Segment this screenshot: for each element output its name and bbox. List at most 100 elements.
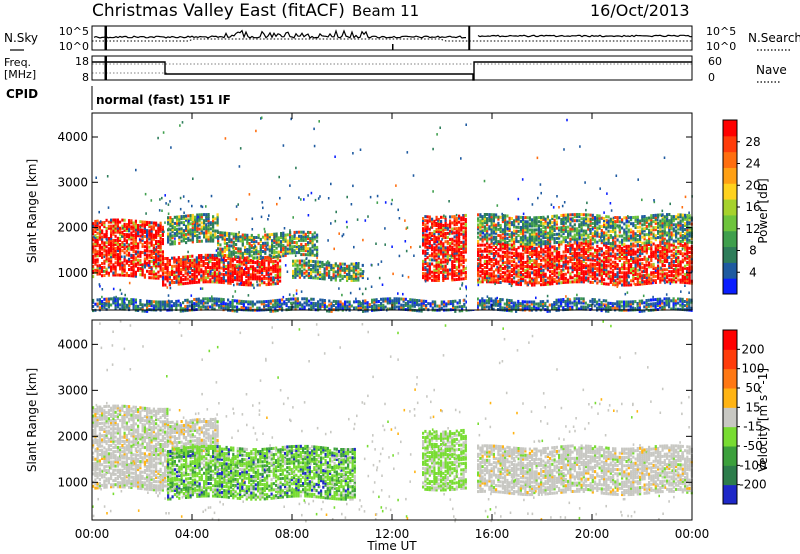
data-cell bbox=[681, 254, 684, 258]
data-cell bbox=[551, 227, 554, 231]
data-cell bbox=[311, 251, 314, 255]
data-cell bbox=[578, 266, 581, 269]
data-cell bbox=[562, 221, 565, 225]
data-cell bbox=[585, 262, 588, 266]
data-cell bbox=[591, 238, 594, 242]
data-cell bbox=[176, 219, 179, 223]
data-cell bbox=[286, 239, 289, 243]
data-cell bbox=[684, 242, 687, 246]
data-cell bbox=[652, 271, 655, 275]
data-cell bbox=[177, 272, 180, 276]
data-cell bbox=[177, 276, 180, 280]
data-cell bbox=[558, 257, 561, 260]
data-cell bbox=[657, 266, 660, 270]
data-cell bbox=[483, 215, 486, 219]
data-cell bbox=[298, 259, 301, 263]
data-cell bbox=[198, 262, 201, 266]
data-cell bbox=[576, 219, 579, 223]
data-cell bbox=[551, 278, 554, 282]
data-cell bbox=[609, 246, 612, 250]
data-cell bbox=[437, 240, 440, 244]
data-cell bbox=[492, 223, 495, 227]
data-cell bbox=[341, 276, 344, 280]
data-cell bbox=[573, 227, 576, 231]
data-cell bbox=[639, 262, 642, 266]
data-cell bbox=[513, 223, 516, 227]
data-cell bbox=[657, 250, 660, 254]
data-cell bbox=[132, 241, 135, 245]
data-cell bbox=[123, 267, 126, 271]
data-cell bbox=[636, 280, 639, 284]
data-cell bbox=[477, 252, 480, 255]
data-cell bbox=[94, 230, 97, 233]
data-cell bbox=[598, 247, 601, 251]
data-cell bbox=[180, 239, 183, 243]
data-cell bbox=[576, 272, 579, 276]
data-cell bbox=[477, 274, 480, 278]
data-cell bbox=[107, 273, 110, 277]
data-cell bbox=[116, 245, 119, 248]
data-cell bbox=[134, 223, 137, 227]
data-cell bbox=[639, 276, 642, 280]
data-cell bbox=[184, 261, 187, 265]
data-cell bbox=[643, 280, 646, 284]
data-cell bbox=[284, 247, 287, 251]
data-cell bbox=[528, 277, 531, 281]
data-cell bbox=[307, 261, 310, 265]
data-cell bbox=[569, 258, 572, 262]
data-cell bbox=[677, 225, 680, 229]
data-cell bbox=[623, 255, 626, 258]
data-cell bbox=[677, 264, 680, 268]
data-cell bbox=[212, 221, 215, 225]
data-cell bbox=[605, 258, 608, 261]
data-cell bbox=[123, 239, 126, 243]
data-cell bbox=[189, 222, 192, 226]
data-cell bbox=[607, 276, 610, 280]
data-cell bbox=[451, 249, 454, 253]
data-cell bbox=[162, 271, 165, 275]
data-cell bbox=[497, 242, 500, 246]
data-cell bbox=[686, 281, 689, 285]
data-cell bbox=[479, 233, 482, 237]
data-cell bbox=[422, 229, 425, 233]
data-cell bbox=[558, 242, 561, 246]
data-cell bbox=[571, 256, 574, 259]
data-cell bbox=[562, 232, 565, 236]
data-cell bbox=[239, 249, 242, 253]
data-cell bbox=[650, 244, 653, 248]
data-cell bbox=[589, 231, 592, 235]
data-cell bbox=[492, 225, 495, 229]
data-cell bbox=[497, 268, 500, 272]
data-cell bbox=[535, 246, 538, 250]
data-cell bbox=[226, 244, 229, 248]
data-cell bbox=[675, 225, 678, 229]
data-cell bbox=[643, 235, 646, 239]
data-cell bbox=[576, 255, 579, 259]
data-cell bbox=[270, 272, 273, 276]
data-cell bbox=[607, 270, 610, 274]
data-cell bbox=[451, 260, 454, 264]
data-cell bbox=[94, 238, 97, 242]
data-cell bbox=[486, 227, 489, 231]
data-cell bbox=[444, 276, 447, 280]
data-cell bbox=[116, 228, 119, 232]
data-cell bbox=[582, 249, 585, 253]
data-cell bbox=[137, 250, 140, 254]
data-cell bbox=[217, 247, 220, 251]
data-cell bbox=[585, 278, 588, 282]
data-cell bbox=[677, 237, 680, 241]
data-cell bbox=[146, 269, 149, 273]
data-cell bbox=[205, 227, 208, 231]
data-cell bbox=[312, 270, 315, 274]
data-cell bbox=[605, 274, 608, 278]
data-cell bbox=[207, 280, 210, 284]
data-cell bbox=[546, 225, 549, 229]
data-cell bbox=[203, 221, 206, 225]
data-cell bbox=[230, 240, 233, 244]
data-cell bbox=[453, 257, 456, 261]
data-cell bbox=[148, 223, 151, 227]
data-cell bbox=[114, 303, 117, 307]
data-cell bbox=[560, 273, 563, 277]
data-cell bbox=[295, 236, 298, 240]
data-cell bbox=[508, 269, 511, 273]
